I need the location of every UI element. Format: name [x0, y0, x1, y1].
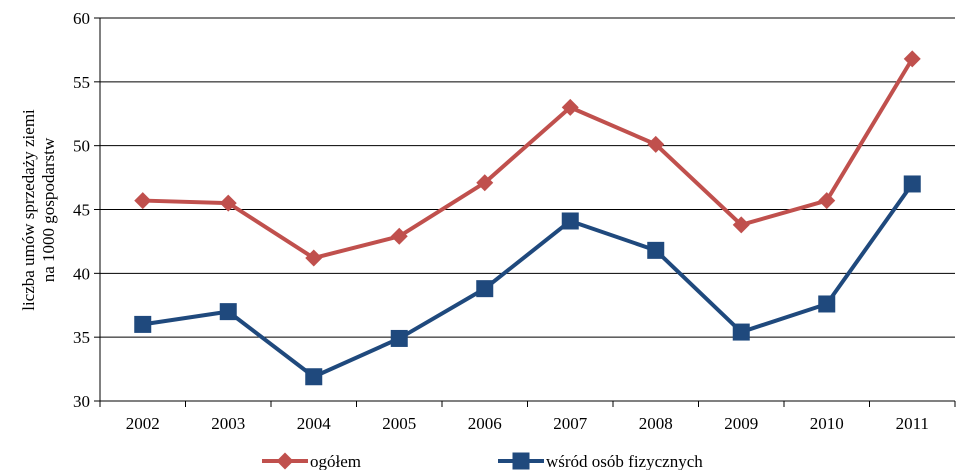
series-line — [142, 182, 914, 379]
data-point — [818, 295, 836, 313]
data-point — [134, 315, 152, 333]
x-tick-label-2004: 2004 — [297, 414, 332, 433]
series-1 — [134, 50, 921, 267]
data-point — [647, 135, 665, 153]
series-line — [142, 57, 914, 261]
data-point — [561, 212, 579, 230]
y-tick-label: 35 — [73, 328, 90, 347]
data-point — [305, 249, 323, 267]
x-tick-label-2002: 2002 — [126, 414, 160, 433]
y-tick-label: 45 — [73, 201, 90, 220]
y-axis-label-line-1: liczba umów sprzedaży ziemi — [19, 109, 38, 311]
legend-item-2: wśród osób fizycznych — [498, 452, 703, 470]
data-point — [732, 323, 750, 341]
y-tick-label: 50 — [73, 137, 90, 156]
axes — [94, 17, 956, 407]
legend-swatch-marker — [276, 452, 294, 470]
x-tick-label-2008: 2008 — [639, 414, 673, 433]
series — [134, 50, 921, 386]
x-tick-label-2005: 2005 — [382, 414, 416, 433]
data-point — [476, 280, 494, 298]
y-tick-label: 55 — [73, 73, 90, 92]
data-point — [390, 329, 408, 347]
data-point — [134, 192, 152, 210]
data-point — [219, 194, 237, 212]
data-point — [903, 175, 921, 193]
x-tick-labels: 2002 2003 2004 2005 2006 2007 2008 2009 2010 2011 — [126, 414, 929, 433]
x-tick-label-2007: 2007 — [553, 414, 588, 433]
legend: ogółem wśród osób fizycznych — [262, 452, 703, 470]
data-point — [903, 50, 921, 68]
data-point — [647, 241, 665, 259]
data-point — [476, 174, 494, 192]
y-axis-label-line-2: na 1000 gospodarstw — [39, 137, 58, 282]
legend-label: ogółem — [310, 452, 361, 470]
data-point — [305, 368, 323, 386]
x-tick-label-2003: 2003 — [211, 414, 245, 433]
data-point — [732, 216, 750, 234]
data-point — [818, 192, 836, 210]
x-tick-label-2010: 2010 — [810, 414, 844, 433]
legend-label: wśród osób fizycznych — [546, 452, 703, 470]
y-tick-labels: 30 35 40 45 50 55 60 — [73, 9, 90, 411]
x-tick-label-2006: 2006 — [468, 414, 502, 433]
x-tick-label-2009: 2009 — [724, 414, 758, 433]
y-tick-label: 30 — [73, 392, 90, 411]
data-point — [219, 303, 237, 321]
y-tick-label: 40 — [73, 264, 90, 283]
legend-swatch-marker — [512, 452, 530, 470]
x-tick-label-2011: 2011 — [896, 414, 929, 433]
y-tick-label: 60 — [73, 9, 90, 28]
data-point — [390, 227, 408, 245]
data-point — [561, 98, 579, 116]
legend-item-1: ogółem — [262, 452, 361, 470]
series-2 — [134, 175, 921, 386]
